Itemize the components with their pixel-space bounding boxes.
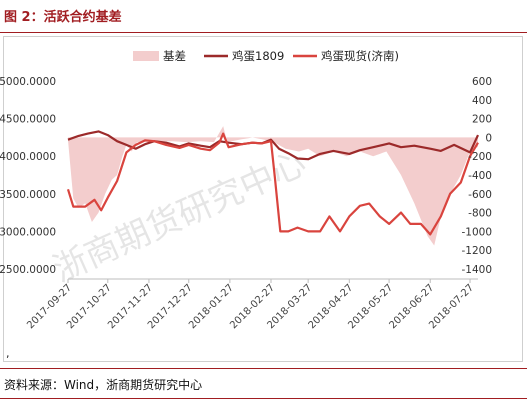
legend-label: 鸡蛋1809 bbox=[232, 49, 284, 63]
title-underline bbox=[0, 32, 527, 33]
series-layer bbox=[66, 126, 479, 246]
right-axis-tick-label: -1200 bbox=[461, 245, 492, 257]
stray-comma: , bbox=[6, 347, 10, 360]
right-axis-tick-label: -800 bbox=[468, 208, 492, 220]
series-area-basis bbox=[68, 126, 478, 246]
left-axis-tick-label: 4500.0000 bbox=[0, 114, 56, 126]
left-axis-tick-label: 3000.0000 bbox=[0, 226, 56, 238]
right-axis-tick-label: 600 bbox=[472, 76, 492, 88]
footer-rule-top bbox=[0, 368, 527, 369]
chart-title: 图 2：活跃合约基差 bbox=[4, 10, 122, 25]
right-axis-tick-label: -600 bbox=[468, 189, 492, 201]
right-axis-tick-label: -1000 bbox=[461, 226, 492, 238]
x-axis: 2017-09-272017-10-272017-11-272017-12-27… bbox=[25, 278, 478, 331]
right-axis: 600 400 200 0 -200 -400 -600 -800 -1000 -1200 -140… bbox=[461, 76, 492, 276]
right-axis-tick-label: 400 bbox=[472, 95, 492, 107]
left-axis-tick-label: 2500.0000 bbox=[0, 264, 56, 276]
chart-frame bbox=[3, 36, 523, 362]
legend-label: 基差 bbox=[163, 49, 186, 63]
left-axis: 5000.0000 4500.0000 4000.0000 3500.0000 3000… bbox=[0, 76, 56, 276]
right-axis-tick-label: -1400 bbox=[461, 264, 492, 276]
right-axis-tick-label: -400 bbox=[468, 170, 492, 182]
right-axis-tick-label: -200 bbox=[468, 151, 492, 163]
source-note: 资料来源：Wind，浙商期货研究中心 bbox=[4, 378, 203, 392]
right-axis-tick-label: 200 bbox=[472, 114, 492, 126]
left-axis-tick-label: 3500.0000 bbox=[0, 189, 56, 201]
chart-svg: 浙商期货研究中心 基差 鸡蛋1809 鸡蛋现货(济南) 5000.00004500.… bbox=[0, 49, 492, 331]
left-axis-tick-label: 5000.0000 bbox=[0, 76, 56, 88]
series-line-spot bbox=[66, 132, 479, 236]
footer-rule-bottom bbox=[0, 398, 527, 399]
right-axis-tick-label: 0 bbox=[485, 132, 492, 144]
legend-label: 鸡蛋现货(济南) bbox=[321, 49, 399, 63]
legend-swatch-basis bbox=[133, 51, 159, 61]
chart-legend: 基差 鸡蛋1809 鸡蛋现货(济南) bbox=[133, 49, 399, 63]
left-axis-tick-label: 4000.0000 bbox=[0, 151, 56, 163]
